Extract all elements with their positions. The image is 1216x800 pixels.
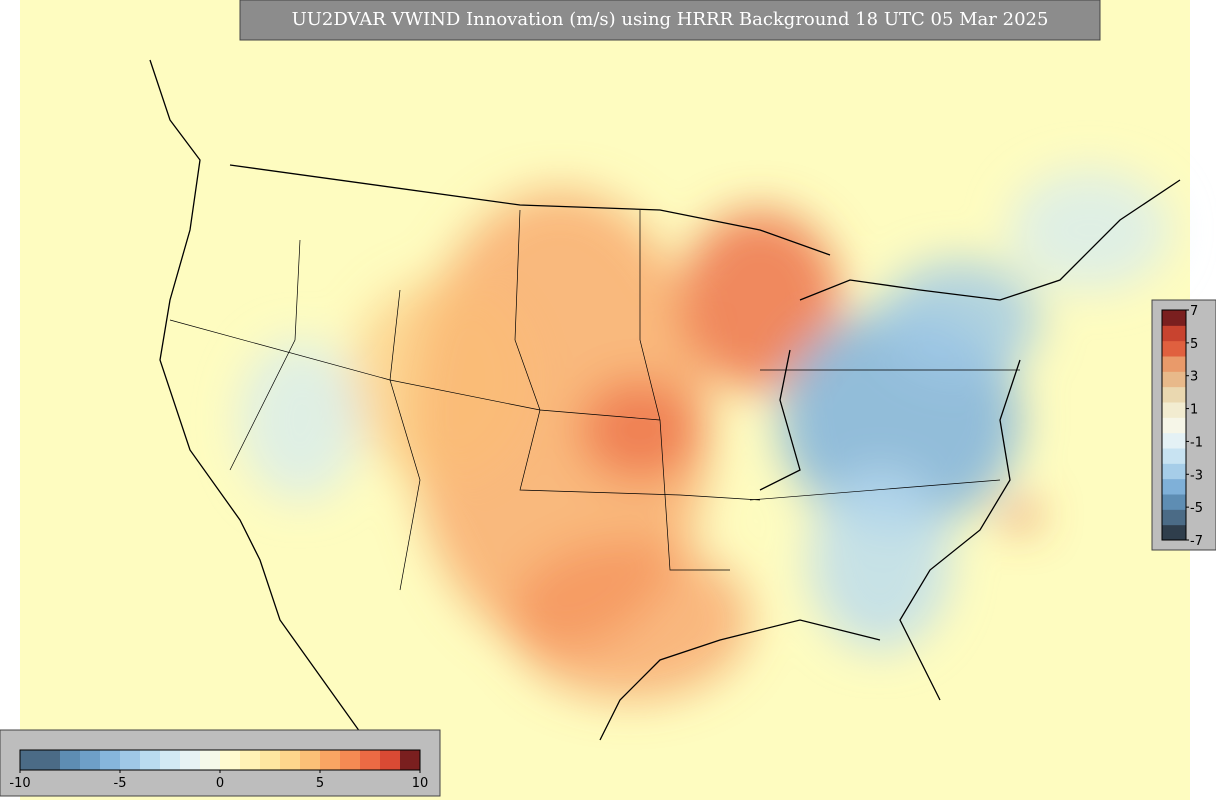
colorbar-segment (80, 750, 101, 770)
innovation-field (240, 170, 1170, 700)
colorbar-segment (1162, 524, 1186, 541)
colorbar-segment (1162, 509, 1186, 526)
colorbar-segment (180, 750, 201, 770)
colorbar-segment (1162, 417, 1186, 434)
colorbar-segment (1162, 386, 1186, 403)
colorbar-segment (160, 750, 181, 770)
colorbar-tick-label: 3 (1190, 370, 1198, 385)
colorbar-segment (240, 750, 261, 770)
coastlines (149, 59, 1181, 761)
colorbar-segment (380, 750, 401, 770)
colorbar-segment (260, 750, 281, 770)
colorbar-tick-label: -1 (1190, 435, 1203, 450)
colorbar-tick-label: -5 (1190, 501, 1203, 516)
colorbar-segment (100, 750, 121, 770)
colorbar-segment (1162, 402, 1186, 418)
colorbar-segment (60, 750, 81, 770)
colorbar-segment (360, 750, 381, 770)
colorbar-segment (1162, 371, 1186, 388)
colorbar-tick-label: 1 (1190, 403, 1198, 418)
colorbar-segment (340, 750, 361, 770)
colorbar-outline (1161, 309, 1187, 541)
title: UU2DVAR VWIND Innovation (m/s) using HRR… (292, 9, 1049, 30)
colorbar-segment (140, 750, 161, 770)
state-borders (169, 209, 1020, 591)
map (20, 0, 1190, 800)
colorbar-tick-label: -3 (1190, 468, 1203, 483)
colorbar-segment (200, 750, 221, 770)
colorbar-tick-label: -10 (9, 776, 30, 791)
colorbar-segment (1162, 448, 1186, 464)
colorbar-tick-label: -5 (114, 776, 127, 791)
colorbar-tick-label: 10 (412, 776, 429, 791)
colorbar-tick-label: -7 (1190, 534, 1203, 549)
colorbar-tick-label: 5 (1190, 337, 1198, 352)
colorbar-segment (220, 750, 241, 770)
colorbar-segment (1162, 463, 1186, 480)
colorbar-segment (1162, 356, 1186, 372)
colorbar-segment (400, 750, 421, 770)
colorbars: -10 -5 0 5 10 7 5 3 1 -1 -3 -5 -7 (9, 304, 1203, 791)
colorbar-segment (320, 750, 341, 770)
colorbar-segment (1162, 432, 1186, 449)
colorbar-segment (1162, 310, 1186, 326)
colorbar-segment (1162, 494, 1186, 510)
colorbar-segment (1162, 325, 1186, 342)
colorbar-segment (300, 750, 321, 770)
colorbar-tick-label: 7 (1190, 304, 1198, 319)
colorbar-segment (20, 750, 41, 770)
colorbar-segment (40, 750, 61, 770)
colorbar-tick-label: 0 (216, 776, 224, 791)
colorbar-segment (1162, 478, 1186, 495)
colorbar-segment (1162, 340, 1186, 357)
colorbar-tick-label: 5 (316, 776, 324, 791)
title-box (239, 0, 1101, 41)
colorbar-segment (280, 750, 301, 770)
colorbar-segment (120, 750, 141, 770)
